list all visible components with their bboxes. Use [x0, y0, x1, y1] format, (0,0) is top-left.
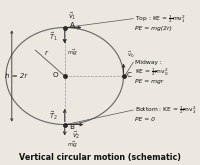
Text: B: B [70, 124, 75, 130]
Text: $\vec{mg}$: $\vec{mg}$ [67, 48, 78, 58]
Text: $\vec{mg}$: $\vec{mg}$ [67, 139, 78, 150]
Text: Vertical circular motion (schematic): Vertical circular motion (schematic) [19, 153, 181, 162]
Text: $\vec{T}_1$: $\vec{T}_1$ [49, 30, 57, 43]
Text: PE = mg(2r): PE = mg(2r) [135, 26, 172, 31]
Text: KE = $\frac{1}{2}$mv$_0^2$: KE = $\frac{1}{2}$mv$_0^2$ [135, 66, 169, 78]
Text: $\vec{v}_2$: $\vec{v}_2$ [72, 130, 81, 141]
Text: Bottom : KE = $\frac{1}{2}$mv$_2^2$: Bottom : KE = $\frac{1}{2}$mv$_2^2$ [135, 104, 197, 116]
Text: PE = mgr: PE = mgr [135, 79, 164, 84]
Text: r: r [45, 50, 48, 56]
Text: $\vec{T}_2$: $\vec{T}_2$ [49, 109, 57, 122]
Text: A: A [70, 22, 75, 28]
Text: PE = 0: PE = 0 [135, 117, 155, 122]
Text: Midway :: Midway : [135, 60, 162, 65]
Text: C: C [126, 72, 131, 78]
Text: $\vec{v}_0$: $\vec{v}_0$ [127, 50, 135, 60]
Text: $\vec{v}_1$: $\vec{v}_1$ [68, 10, 77, 22]
Text: Top : KE = $\frac{1}{2}$mv$_1^2$: Top : KE = $\frac{1}{2}$mv$_1^2$ [135, 13, 186, 25]
Text: h = 2r: h = 2r [5, 73, 27, 79]
Text: O: O [52, 72, 58, 78]
